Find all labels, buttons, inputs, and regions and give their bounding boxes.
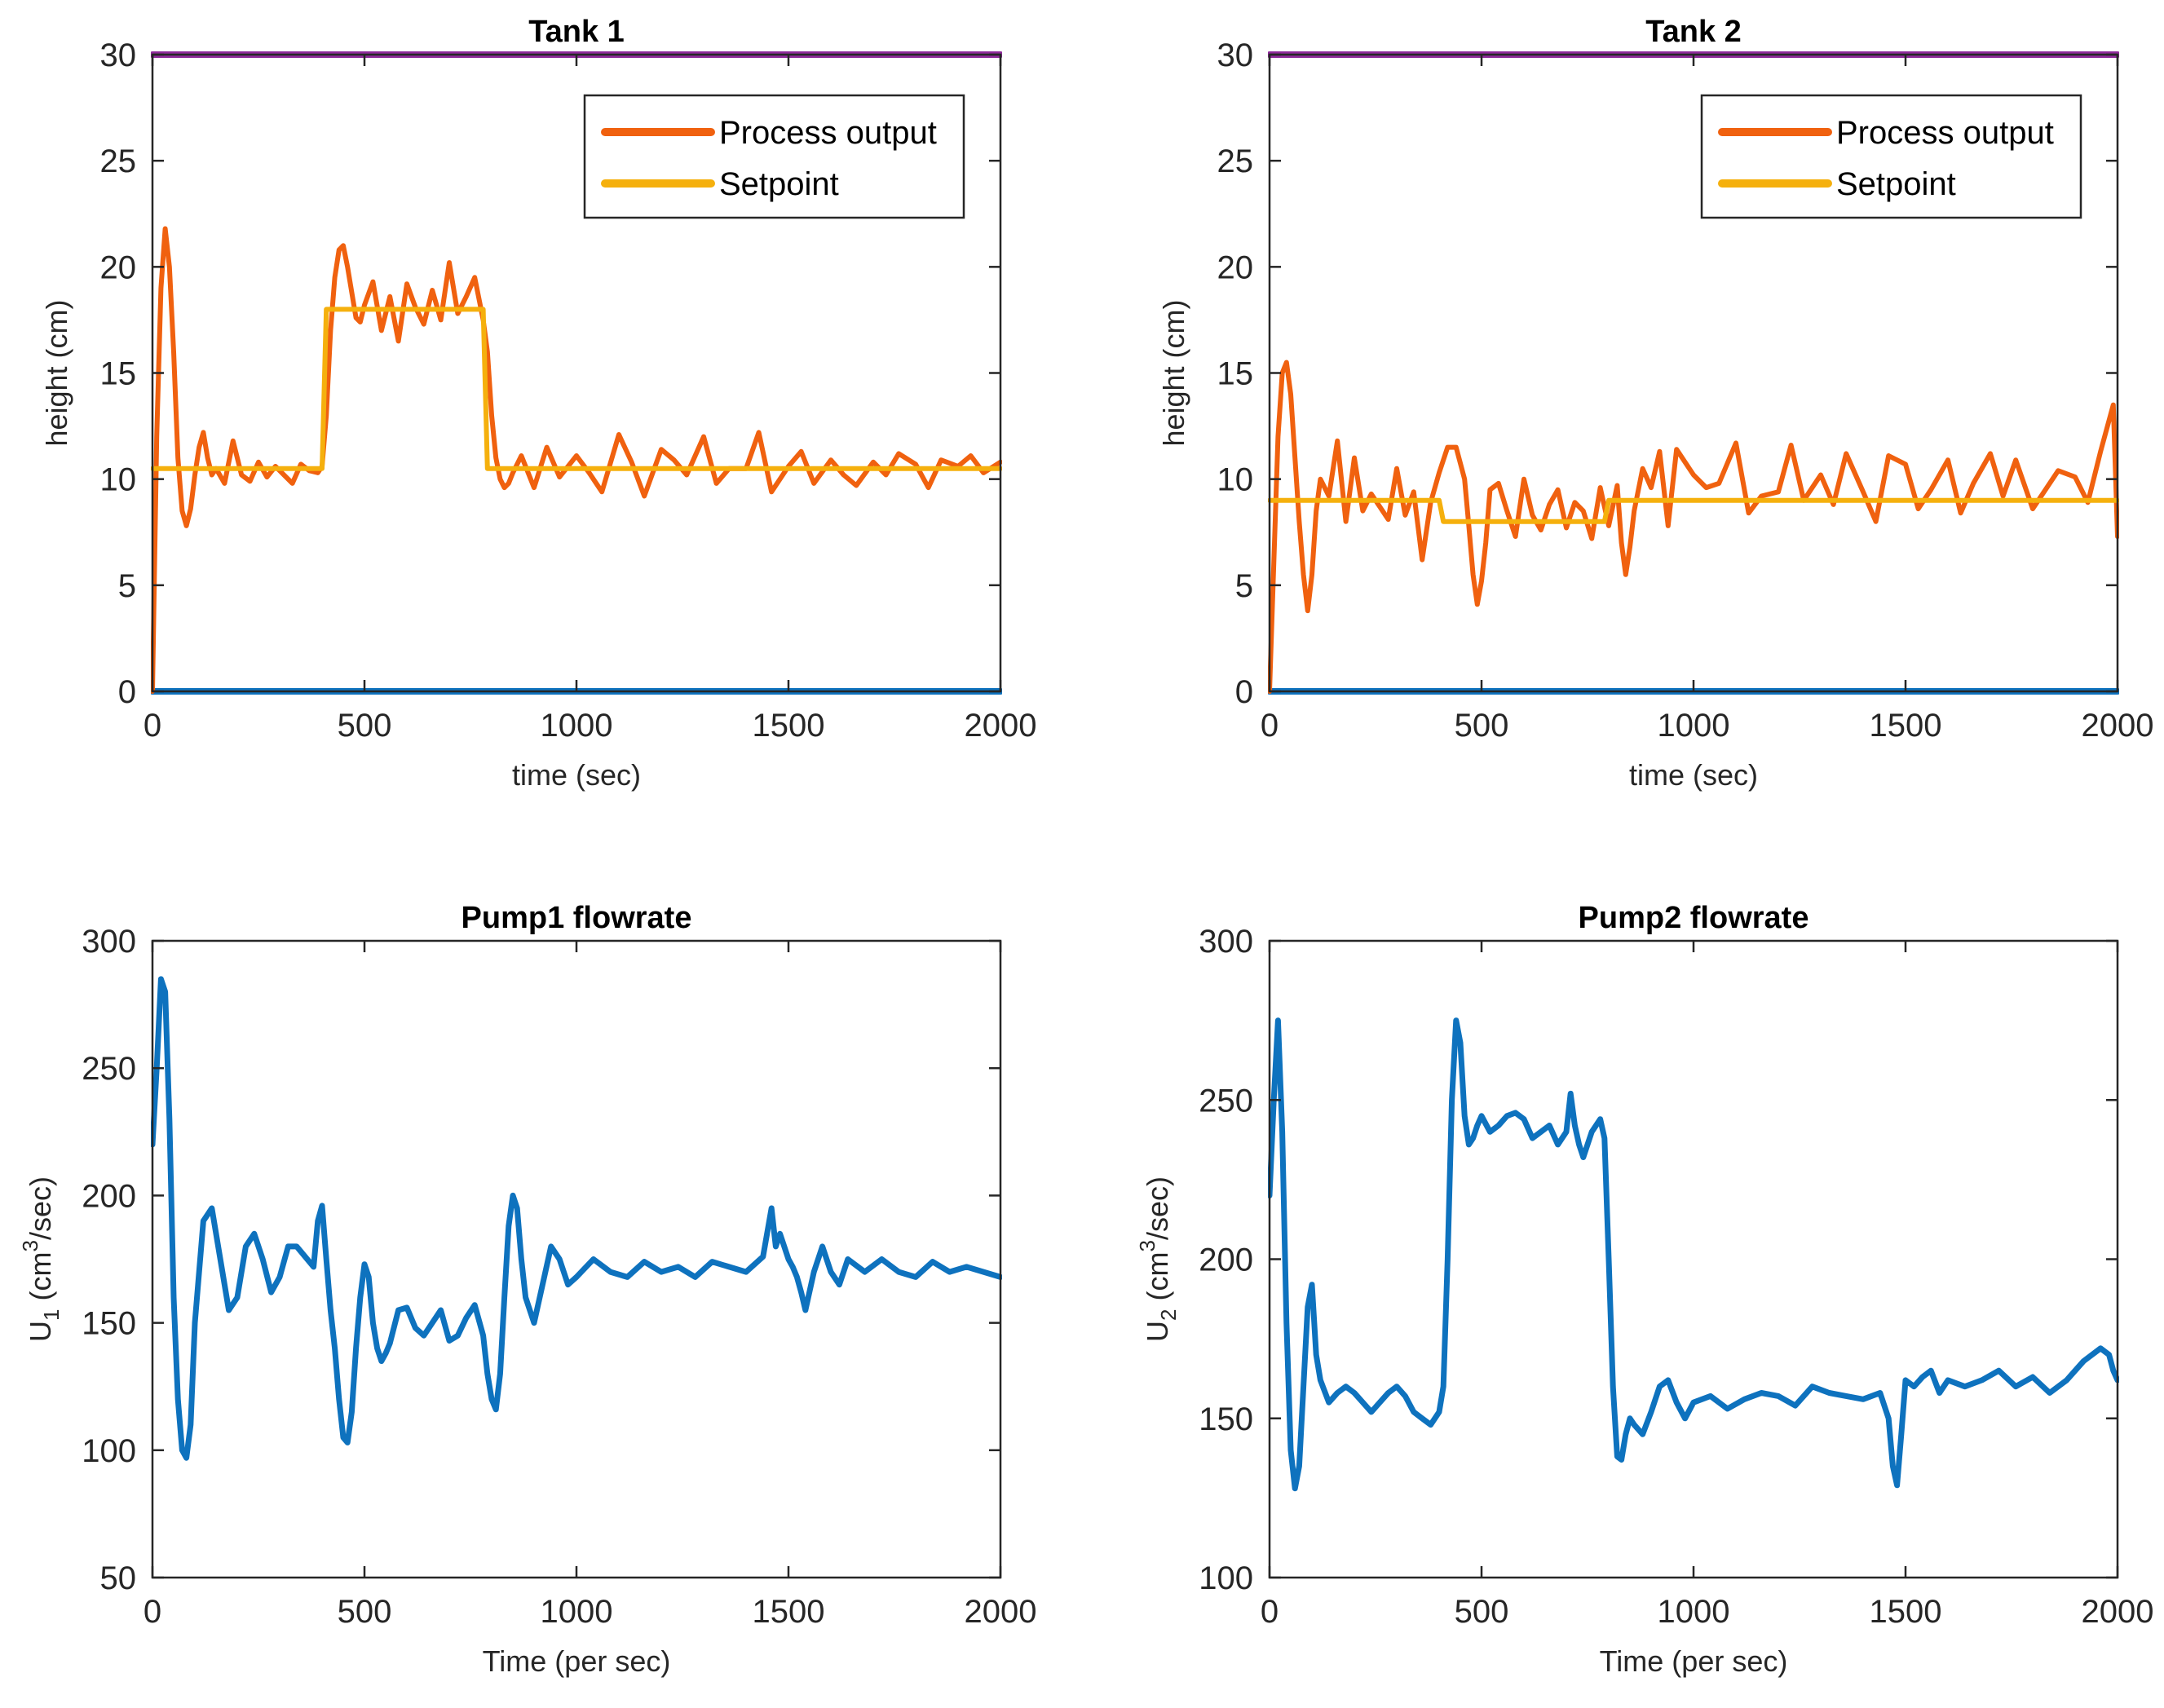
chart-3-y-tick-label: 150 bbox=[82, 1306, 136, 1342]
chart-2-title: Tank 2 bbox=[1645, 15, 1742, 49]
chart-1-x-tick-label: 2000 bbox=[965, 708, 1037, 744]
chart-1-legend-box bbox=[583, 94, 965, 219]
chart-1-x-tick-label: 0 bbox=[144, 708, 161, 744]
chart-1-legend-label-process: Process output bbox=[719, 115, 937, 151]
chart-2-x-tick-label: 1500 bbox=[1870, 708, 1942, 744]
chart-1-y-tick-label: 15 bbox=[100, 356, 137, 392]
chart-4-plot-area bbox=[1270, 941, 2118, 1578]
chart-3-plot-area bbox=[152, 941, 1000, 1578]
chart-4-x-axis-label: Time (per sec) bbox=[1600, 1644, 1788, 1678]
chart-4-x-tick-label: 0 bbox=[1261, 1594, 1279, 1630]
chart-2: 0 500 1000 1500 2000 0 5 10 15 20 25 30 Tank 2 time (… bbox=[1157, 15, 2153, 792]
chart-1-y-axis-label: height (cm) bbox=[40, 299, 73, 446]
chart-2-y-tick-label: 15 bbox=[1217, 356, 1254, 392]
chart-1-y-tick-label: 0 bbox=[118, 674, 136, 710]
chart-1-x-tick-label: 500 bbox=[338, 708, 392, 744]
chart-4-y-tick-label: 300 bbox=[1199, 924, 1253, 960]
chart-3-x-axis-label: Time (per sec) bbox=[483, 1644, 671, 1678]
chart-2-y-tick-label: 5 bbox=[1235, 568, 1253, 604]
chart-2-legend-label-setpoint: Setpoint bbox=[1836, 166, 1956, 202]
chart-3-y-tick-label: 50 bbox=[100, 1560, 137, 1596]
chart-1-legend-label-setpoint: Setpoint bbox=[719, 166, 839, 202]
chart-1-x-tick-label: 1000 bbox=[541, 708, 613, 744]
chart-1-x-tick-label: 1500 bbox=[753, 708, 825, 744]
chart-3-x-tick-label: 1500 bbox=[753, 1594, 825, 1630]
chart-1-y-tick-label: 30 bbox=[100, 38, 137, 73]
chart-2-x-tick-label: 2000 bbox=[2082, 708, 2154, 744]
chart-3-y-tick-label: 200 bbox=[82, 1178, 136, 1214]
chart-3-y-tick-label: 100 bbox=[82, 1433, 136, 1469]
chart-3-y-tick-label: 300 bbox=[82, 924, 136, 960]
chart-2-legend-box bbox=[1700, 94, 2082, 219]
chart-3-x-tick-label: 2000 bbox=[965, 1594, 1037, 1630]
chart-2-legend: Process output Setpoint bbox=[1700, 94, 2082, 219]
chart-2-y-tick-label: 10 bbox=[1217, 462, 1254, 498]
chart-2-legend-label-process: Process output bbox=[1836, 115, 2054, 151]
chart-1-x-axis-label: time (sec) bbox=[512, 758, 641, 792]
chart-4-y-tick-label: 150 bbox=[1199, 1401, 1253, 1437]
chart-3-title: Pump1 flowrate bbox=[462, 901, 692, 935]
chart-4-x-tick-label: 1000 bbox=[1658, 1594, 1730, 1630]
chart-3-x-tick-label: 0 bbox=[144, 1594, 161, 1630]
chart-2-x-tick-label: 1000 bbox=[1658, 708, 1730, 744]
chart-2-series-setpoint-line bbox=[1268, 497, 2119, 524]
chart-2-y-tick-label: 25 bbox=[1217, 143, 1254, 179]
chart-4-y-tick-label: 200 bbox=[1199, 1242, 1253, 1278]
chart-1-y-tick-label: 20 bbox=[100, 249, 137, 285]
chart-4-title: Pump2 flowrate bbox=[1579, 901, 1809, 935]
chart-2-y-axis-label: height (cm) bbox=[1157, 299, 1190, 446]
chart-2-y-tick-label: 20 bbox=[1217, 249, 1254, 285]
chart-4-y-tick-label: 100 bbox=[1199, 1560, 1253, 1596]
chart-1-y-tick-label: 25 bbox=[100, 143, 137, 179]
chart-1-y-tick-label: 5 bbox=[118, 568, 136, 604]
chart-3-y-axis-label: U1 (cm3/sec) bbox=[18, 1176, 64, 1342]
chart-3-y-tick-label: 250 bbox=[82, 1051, 136, 1087]
chart-1-series-setpoint-line bbox=[151, 307, 1002, 471]
chart-1: 0 500 1000 1500 2000 0 5 10 15 20 25 30 Tank 1 time (… bbox=[40, 15, 1036, 792]
chart-2-y-tick-label: 30 bbox=[1217, 38, 1254, 73]
chart-4-x-tick-label: 1500 bbox=[1870, 1594, 1942, 1630]
chart-4-y-tick-label: 250 bbox=[1199, 1083, 1253, 1119]
chart-1-y-tick-label: 10 bbox=[100, 462, 137, 498]
chart-2-x-tick-label: 500 bbox=[1455, 708, 1509, 744]
chart-4-x-tick-label: 2000 bbox=[2082, 1594, 2154, 1630]
chart-2-y-tick-label: 0 bbox=[1235, 674, 1253, 710]
chart-2-x-axis-label: time (sec) bbox=[1629, 758, 1758, 792]
chart-4-y-axis-label: U2 (cm3/sec) bbox=[1135, 1176, 1181, 1342]
chart-3-x-tick-label: 500 bbox=[338, 1594, 392, 1630]
chart-1-legend: Process output Setpoint bbox=[583, 94, 965, 219]
chart-1-series-process-line bbox=[151, 226, 1002, 694]
chart-3-x-tick-label: 1000 bbox=[541, 1594, 613, 1630]
chart-2-x-tick-label: 0 bbox=[1261, 708, 1279, 744]
chart-1-title: Tank 1 bbox=[528, 15, 625, 49]
chart-4-series-line-line bbox=[1268, 1017, 2119, 1492]
chart-4: 0 500 1000 1500 2000 100 150 200 250 300 Pump2 flo… bbox=[1135, 901, 2153, 1678]
chart-3-series-line-line bbox=[151, 976, 1002, 1461]
chart-3: 0 500 1000 1500 2000 50 100 150 200 250 300 Pump1 f… bbox=[18, 901, 1036, 1678]
chart-4-x-tick-label: 500 bbox=[1455, 1594, 1509, 1630]
